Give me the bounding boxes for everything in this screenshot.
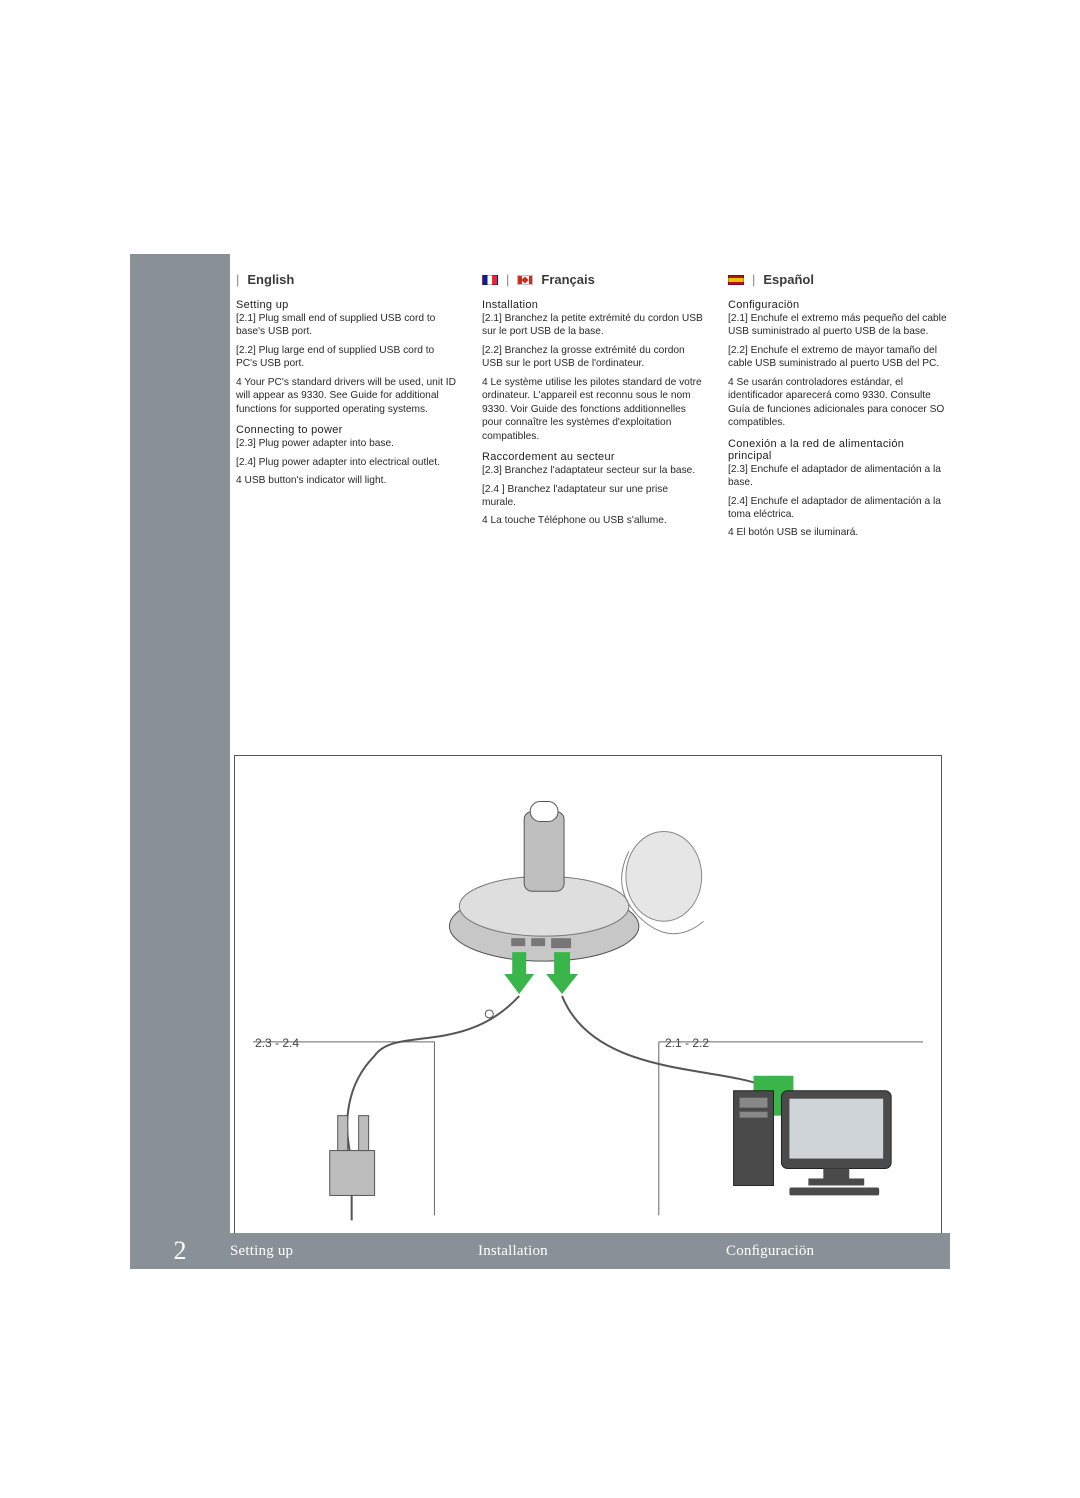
- section-title-setup-fr: Installation: [482, 299, 704, 311]
- lang-label-english: English: [247, 272, 294, 287]
- column-english: | English Setting up [2.1] Plug small en…: [236, 272, 458, 546]
- pipe-icon: |: [236, 272, 239, 287]
- footer-bar: 2 Setting up Installation Conﬁguraciön: [130, 1233, 950, 1269]
- language-columns: | English Setting up [2.1] Plug small en…: [230, 254, 950, 546]
- column-spanish: | Español Conﬁguraciön [2.1] Enchufe el …: [728, 272, 950, 546]
- step-2-4-en: [2.4] Plug power adapter into electrical…: [236, 456, 458, 469]
- note-indicator-fr: La touche Téléphone ou USB s'allume.: [482, 514, 704, 527]
- footer-titles: Setting up Installation Conﬁguraciön: [230, 1243, 950, 1260]
- lang-label-french: Français: [541, 272, 594, 287]
- note-indicator-en: USB button's indicator will light.: [236, 474, 458, 487]
- flag-canada-icon: [517, 275, 533, 285]
- step-2-1-es: [2.1] Enchufe el extremo más pequeño del…: [728, 312, 950, 339]
- lang-header-english: | English: [236, 272, 458, 287]
- footer-title-en: Setting up: [230, 1243, 454, 1260]
- step-2-3-fr: [2.3] Branchez l'adaptateur secteur sur …: [482, 464, 704, 477]
- power-adapter-icon: [330, 1116, 375, 1221]
- step-2-2-fr: [2.2] Branchez la grosse extrémité du co…: [482, 344, 704, 371]
- step-2-1-fr: [2.1] Branchez la petite extrémité du co…: [482, 312, 704, 339]
- section-title-power-fr: Raccordement au secteur: [482, 451, 704, 463]
- step-2-4-es: [2.4] Enchufe el adaptador de alimentaci…: [728, 495, 950, 522]
- section-title-power-es: Conexión a la red de alimentación princi…: [728, 438, 950, 462]
- note-drivers-fr: Le système utilise les pilotes standard …: [482, 376, 704, 443]
- section-title-setup-es: Conﬁguraciön: [728, 299, 950, 311]
- step-2-4-fr: [2.4 ] Branchez l'adaptateur sur une pri…: [482, 483, 704, 510]
- lang-label-spanish: Español: [763, 272, 814, 287]
- flag-france-icon: [482, 275, 498, 285]
- step-2-2-en: [2.2] Plug large end of supplied USB cor…: [236, 344, 458, 371]
- step-2-3-es: [2.3] Enchufe el adaptador de alimentaci…: [728, 463, 950, 490]
- note-indicator-es: El botón USB se iluminará.: [728, 526, 950, 539]
- footer-title-fr: Installation: [478, 1243, 702, 1260]
- setup-diagram-icon: [235, 756, 941, 1234]
- note-drivers-en: Your PC's standard drivers will be used,…: [236, 376, 458, 416]
- step-2-3-en: [2.3] Plug power adapter into base.: [236, 437, 458, 450]
- note-drivers-es: Se usarán controladores estándar, el ide…: [728, 376, 950, 430]
- column-french: | Français Installation [2.1] Branchez l…: [482, 272, 704, 546]
- diagram-label-left: 2.3 - 2.4: [255, 1036, 299, 1050]
- content-area: | English Setting up [2.1] Plug small en…: [230, 254, 950, 546]
- pipe-icon: |: [752, 272, 755, 287]
- section-title-setup-en: Setting up: [236, 299, 458, 311]
- step-2-1-en: [2.1] Plug small end of supplied USB cor…: [236, 312, 458, 339]
- computer-icon: [734, 1091, 892, 1196]
- sidebar-band: [130, 254, 230, 1259]
- lang-header-french: | Français: [482, 272, 704, 287]
- footer-title-es: Conﬁguraciön: [726, 1243, 950, 1260]
- lang-header-spanish: | Español: [728, 272, 950, 287]
- page-number: 2: [130, 1236, 230, 1266]
- diagram-panel: 2.3 - 2.4 2.1 - 2.2: [234, 755, 942, 1235]
- section-title-power-en: Connecting to power: [236, 424, 458, 436]
- step-2-2-es: [2.2] Enchufe el extremo de mayor tamaño…: [728, 344, 950, 371]
- flag-spain-icon: [728, 275, 744, 285]
- pipe-icon: |: [506, 272, 509, 287]
- diagram-label-right: 2.1 - 2.2: [665, 1036, 709, 1050]
